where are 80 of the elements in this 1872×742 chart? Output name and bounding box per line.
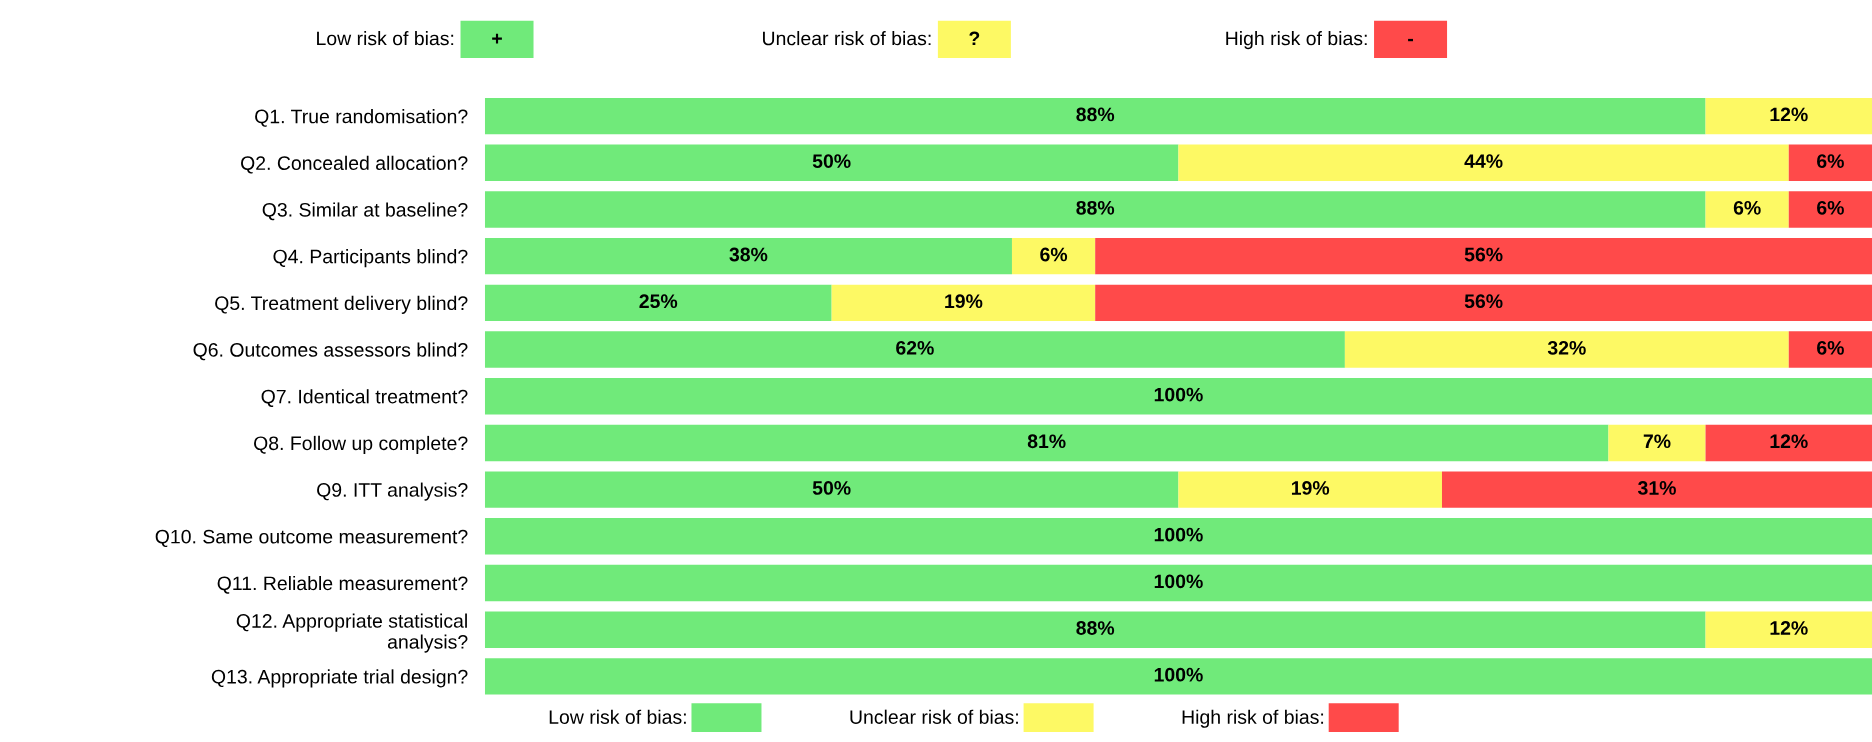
- text: Unclear risk of bias:: [850, 709, 1018, 724]
- legend-label: Low risk of bias:: [549, 709, 686, 724]
- data-label: 32%: [1547, 340, 1586, 355]
- bar: [484, 97, 1706, 135]
- bar: [484, 658, 1872, 695]
- y-tick-label: Q13. Appropriate trial design?: [211, 669, 468, 688]
- data-label: 6%: [1817, 340, 1844, 355]
- bar: [484, 378, 1872, 415]
- data-label: 6%: [1040, 247, 1068, 262]
- text: High risk of bias:: [1182, 709, 1324, 728]
- bar: [1178, 144, 1789, 181]
- bar: [831, 284, 1096, 322]
- data-label: 31%: [1637, 481, 1676, 495]
- text: Low risk of bias:: [317, 31, 454, 46]
- bar: [1608, 424, 1706, 462]
- bar: [484, 564, 1872, 602]
- bar: [484, 237, 1012, 275]
- text: +: [492, 33, 502, 44]
- data-label: 44%: [1464, 154, 1503, 168]
- data-label: 81%: [1027, 434, 1066, 449]
- data-label: 7%: [1643, 434, 1671, 449]
- data-label: 56%: [1464, 247, 1503, 262]
- bar: [484, 331, 1345, 368]
- bar: [1095, 237, 1872, 275]
- bar: [1441, 471, 1872, 508]
- y-tick-label: Q9. ITT analysis?: [317, 482, 468, 501]
- bar: [1788, 191, 1872, 228]
- data-label: 19%: [945, 294, 983, 309]
- data-label: 12%: [1770, 621, 1808, 635]
- bar: [484, 471, 1179, 508]
- data-label: 19%: [1291, 481, 1330, 495]
- data-label: 100%: [1154, 527, 1203, 542]
- y-tick-label: Q4. Participants blind?: [273, 249, 468, 268]
- data-label: 6%: [1817, 200, 1844, 215]
- bar: [1011, 237, 1096, 275]
- bar: [484, 284, 832, 322]
- text: ?: [969, 31, 980, 46]
- data-label: 25%: [639, 294, 678, 309]
- y-tick-label: Q8. Follow up complete?: [254, 435, 468, 454]
- data-label: 100%: [1154, 667, 1203, 682]
- y-tick-label: Q11. Reliable measurement?: [217, 575, 468, 594]
- data-label: 100%: [1154, 574, 1203, 589]
- bar: [484, 424, 1609, 462]
- data-label: 12%: [1770, 434, 1808, 449]
- y-tick-label: Q3. Similar at baseline?: [262, 202, 468, 221]
- bar: [1705, 191, 1789, 228]
- y-tick-label: Q12. Appropriate statistical analysis?: [236, 613, 468, 653]
- data-label: 88%: [1076, 107, 1115, 122]
- bar: [1705, 97, 1872, 135]
- bar: [484, 611, 1706, 648]
- data-label: 6%: [1817, 154, 1844, 168]
- data-label: 38%: [729, 247, 768, 262]
- bar: [1344, 331, 1789, 368]
- bar: [1178, 471, 1442, 508]
- legend-label: Unclear risk of bias:: [763, 31, 931, 46]
- y-tick-label: Q2. Concealed allocation?: [241, 155, 468, 174]
- bar: [1705, 424, 1872, 462]
- data-label: 50%: [812, 154, 851, 168]
- y-tick-label: Q6. Outcomes assessors blind?: [193, 342, 468, 361]
- y-tick-label: Q10. Same outcome measurement?: [155, 529, 468, 548]
- bar: [484, 191, 1706, 228]
- data-label: 100%: [1154, 387, 1203, 402]
- y-tick-label: Q1. True randomisation?: [255, 109, 468, 127]
- data-label: 88%: [1076, 621, 1115, 635]
- bar: [484, 518, 1872, 555]
- legend-label: High risk of bias:: [1226, 31, 1367, 50]
- y-tick-label: Q7. Identical treatment?: [261, 389, 468, 407]
- bar: [1788, 331, 1872, 368]
- text: -: [1408, 38, 1414, 42]
- data-label: 88%: [1076, 200, 1115, 215]
- data-label: 62%: [896, 340, 934, 355]
- y-tick-label: Q5. Treatment delivery blind?: [215, 295, 468, 314]
- data-label: 6%: [1733, 200, 1761, 215]
- bar: [484, 144, 1179, 181]
- bar: [1705, 611, 1872, 648]
- data-label: 12%: [1770, 107, 1808, 122]
- data-label: 50%: [812, 481, 851, 495]
- bar: [1095, 284, 1872, 322]
- data-label: 56%: [1464, 294, 1503, 309]
- bar: [1788, 144, 1872, 181]
